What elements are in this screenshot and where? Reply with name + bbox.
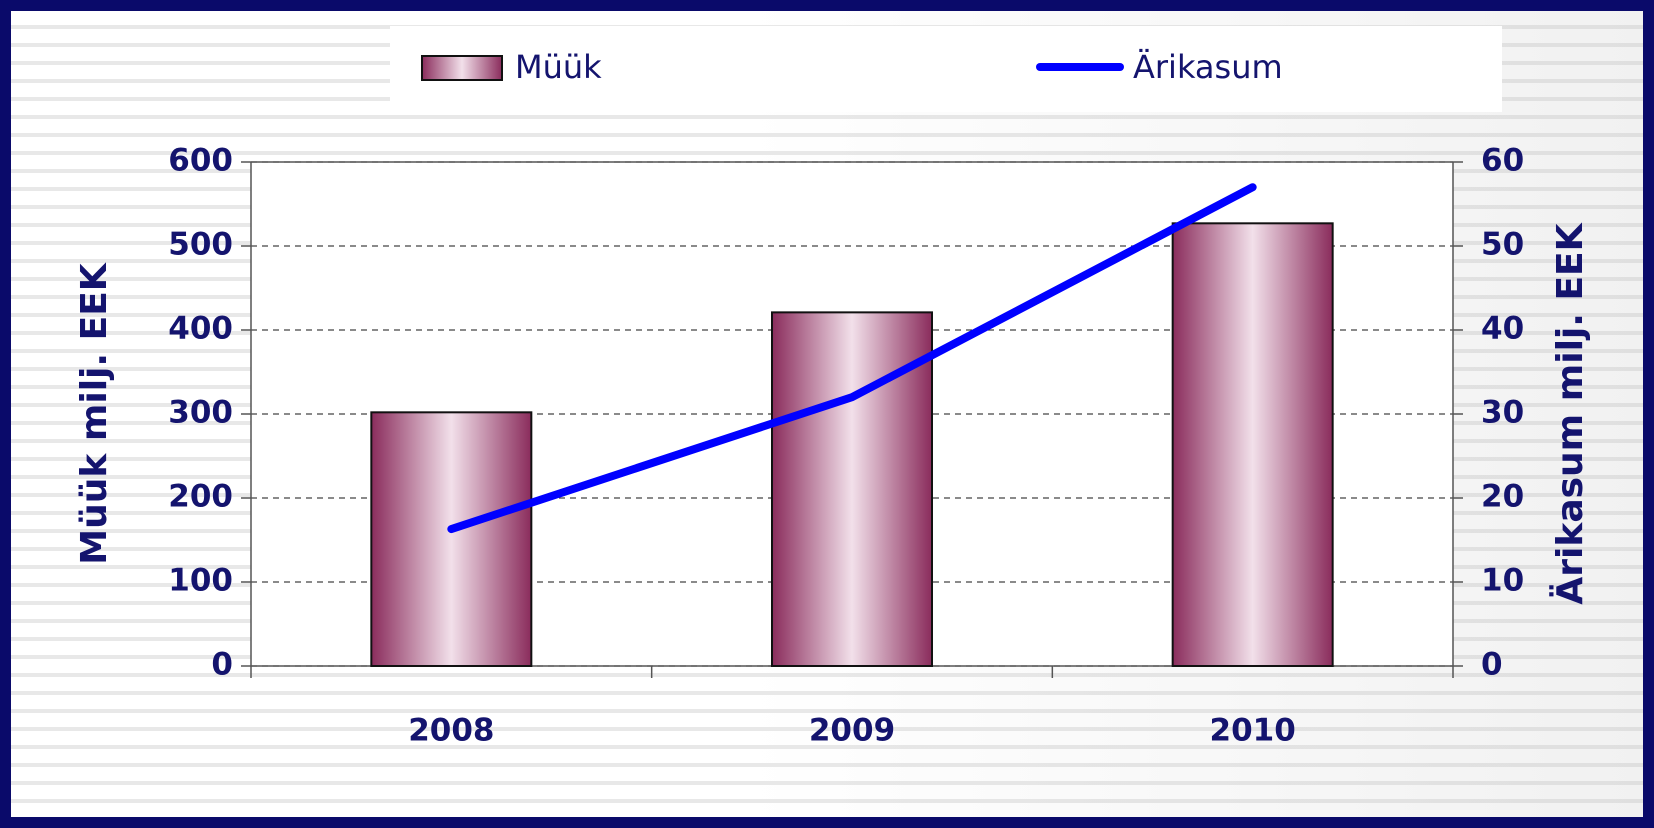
- line: [447, 183, 1257, 534]
- legend-label: Ärikasum: [1133, 48, 1283, 86]
- y-tick-label: 600: [168, 143, 233, 179]
- y2-tick-label: 30: [1481, 395, 1524, 431]
- y2-tick-label: 0: [1481, 647, 1503, 683]
- y-tick-label: 500: [168, 227, 233, 263]
- y-tick-label: 0: [211, 647, 233, 683]
- legend-box: [390, 26, 1502, 112]
- x-tick-label: 2008: [408, 713, 494, 749]
- legend-label: Müük: [515, 48, 602, 86]
- y2-tick-label: 10: [1481, 563, 1524, 599]
- y2-tick-label: 20: [1481, 479, 1524, 515]
- y2-tick-label: 60: [1481, 143, 1524, 179]
- y2-tick-label: 40: [1481, 311, 1524, 347]
- x-tick-label: 2009: [809, 713, 895, 749]
- y-tick-label: 100: [168, 563, 233, 599]
- legend-swatch: [421, 55, 503, 81]
- bar: [370, 411, 533, 667]
- y2-tick-label: 50: [1481, 227, 1524, 263]
- x-tick-label: 2010: [1210, 713, 1296, 749]
- bar: [1171, 222, 1334, 667]
- y-tick-label: 300: [168, 395, 233, 431]
- y2-axis-title: Ärikasum milj. EEK: [1549, 222, 1591, 604]
- y-axis-title: Müük milj. EEK: [74, 262, 115, 564]
- y-tick-label: 400: [168, 311, 233, 347]
- y-tick-label: 200: [168, 479, 233, 515]
